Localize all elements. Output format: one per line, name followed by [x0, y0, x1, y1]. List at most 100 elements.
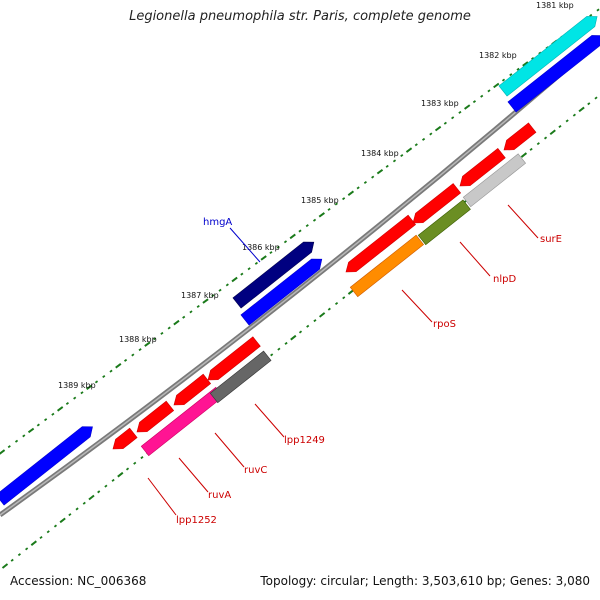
gc-dot	[356, 186, 360, 190]
cds-ruvC	[173, 373, 212, 406]
gene-label-leader	[507, 204, 539, 239]
gc-dot	[202, 298, 209, 304]
gene-label: lpp1249	[284, 435, 325, 446]
accession-label: Accession: NC_006368	[10, 574, 147, 588]
gc-dot	[363, 180, 367, 184]
gene-label-leader	[459, 241, 491, 277]
gc-dot	[218, 288, 222, 292]
gc-dot	[173, 319, 180, 326]
gc-dot	[376, 168, 384, 175]
gc-dot	[531, 57, 535, 61]
gc-dot	[53, 524, 58, 528]
genome-stats-label: Topology: circular; Length: 3,503,610 bp…	[260, 574, 590, 588]
gc-dot	[211, 294, 215, 298]
gc-dot	[88, 494, 95, 501]
gene-label-leader	[178, 457, 209, 493]
gc-dot	[117, 471, 124, 478]
gc-dot	[167, 326, 171, 330]
kbp-tick-labels: 1381 kbp 1382 kbp 1383 kbp 1384 kbp 1385 kbp…	[58, 1, 574, 390]
gc-dot	[115, 363, 122, 369]
gc-dot	[543, 136, 548, 140]
gc-dot	[56, 406, 64, 412]
cds-lpp1249	[207, 336, 261, 381]
kbp-tick-label: 1387 kbp	[181, 291, 219, 300]
gc-dot	[17, 553, 21, 557]
gc-dot	[196, 304, 200, 308]
gc-dot	[313, 319, 317, 323]
genome-backbone-highlight	[0, 39, 600, 516]
cds-lightgray	[462, 153, 527, 208]
cds-hmgA	[232, 241, 315, 309]
cds-lpp1252	[112, 427, 138, 450]
gc-dot	[342, 296, 346, 300]
gc-dot	[536, 142, 540, 146]
gc-dot	[75, 507, 79, 511]
gc-dot	[254, 261, 258, 265]
gc-dot	[182, 315, 186, 319]
gc-dot	[153, 337, 157, 341]
gc-dot	[277, 347, 281, 351]
gc-dot	[104, 484, 108, 488]
gc-dot	[290, 334, 297, 341]
gc-dot	[189, 310, 193, 314]
gc-dot	[7, 445, 11, 449]
gc-dot	[1, 563, 9, 569]
gene-label-leader	[401, 289, 433, 323]
gc-dot	[140, 456, 144, 460]
gene-label-leader	[147, 477, 177, 516]
kbp-tick-label: 1386 kbp	[242, 243, 280, 252]
gc-dot	[520, 152, 528, 158]
gc-dot	[565, 119, 569, 123]
gc-dot	[434, 125, 442, 132]
gc-dot	[572, 113, 576, 117]
cds-ruvA	[136, 400, 175, 433]
gene-label: rpoS	[433, 319, 456, 330]
gene-label-leader	[214, 432, 245, 468]
gc-dot	[596, 8, 600, 12]
cds-forward-blue-top	[507, 35, 600, 113]
gc-dot	[270, 353, 274, 357]
cds-olive	[417, 199, 471, 246]
cds-forward-cyan	[498, 16, 598, 97]
gene-label: surE	[540, 234, 562, 245]
gc-dot	[46, 530, 50, 534]
gc-dot	[125, 467, 130, 471]
gc-dot	[464, 104, 471, 110]
gc-dot	[385, 164, 389, 168]
gc-dot	[405, 147, 413, 153]
gc-dot	[327, 207, 331, 211]
gc-dot	[578, 106, 585, 113]
gc-dot	[443, 121, 447, 125]
gc-dot	[487, 89, 491, 93]
gc-dot	[529, 147, 533, 151]
gc-dot	[269, 251, 273, 255]
gc-dot	[240, 272, 244, 276]
gc-dot	[289, 233, 296, 240]
gc-dot	[501, 78, 506, 82]
gc-dot	[509, 73, 513, 77]
gc-dot	[25, 547, 29, 551]
gc-dot	[82, 501, 86, 505]
gc-dot	[97, 490, 101, 494]
kbp-tick-label: 1384 kbp	[361, 149, 399, 158]
gene-label-leader	[254, 403, 285, 438]
gc-dot	[225, 283, 229, 287]
gc-dot	[594, 96, 598, 100]
gc-dot	[10, 558, 14, 562]
kbp-tick-label: 1385 kbp	[301, 196, 339, 205]
gc-dot	[522, 61, 529, 67]
gene-features	[0, 16, 600, 506]
gc-dot	[160, 331, 164, 335]
gc-dot	[558, 125, 562, 129]
gc-dot	[51, 412, 55, 416]
gc-dot	[493, 82, 500, 89]
gc-dot	[276, 245, 280, 249]
gc-dot	[36, 423, 40, 427]
gc-dot	[102, 375, 106, 379]
gc-dot	[86, 384, 93, 391]
gc-dot	[298, 229, 302, 233]
cds-forward-blue-left	[0, 426, 93, 506]
gene-label: lpp1252	[176, 515, 217, 526]
gc-dot	[305, 224, 309, 228]
